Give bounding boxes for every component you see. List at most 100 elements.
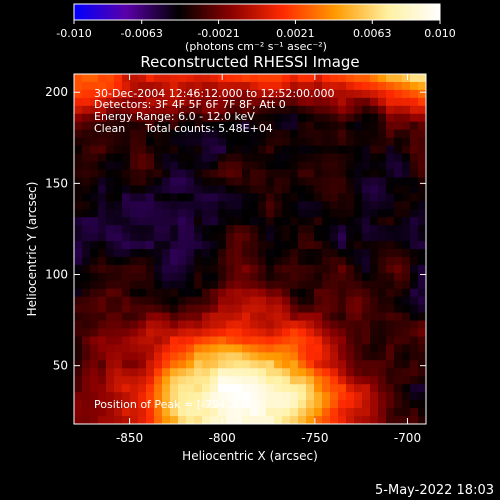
heatmap-cell	[178, 201, 187, 210]
heatmap-cell	[210, 368, 219, 377]
heatmap-cell	[202, 280, 211, 290]
heatmap-cell	[178, 400, 187, 409]
heatmap-cell	[242, 368, 251, 377]
heatmap-cell	[146, 304, 155, 314]
annotation-energy-range: Energy Range: 6.0 - 12.0 keV	[94, 110, 255, 123]
heatmap-cell	[290, 304, 299, 314]
heatmap-cell	[378, 288, 387, 298]
heatmap-cell	[386, 312, 395, 322]
heatmap-cell	[410, 153, 419, 163]
heatmap-cell	[74, 129, 83, 139]
heatmap-cell	[250, 225, 259, 234]
heatmap-cell	[154, 304, 163, 314]
heatmap-cell	[202, 161, 211, 171]
heatmap-cell	[354, 145, 363, 155]
heatmap-cell	[170, 225, 179, 234]
heatmap-cell	[154, 113, 163, 123]
heatmap-cell	[234, 392, 243, 401]
heatmap-cell	[130, 81, 139, 91]
heatmap-cell	[346, 344, 355, 353]
heatmap-cell	[314, 241, 323, 250]
heatmap-cell	[242, 280, 251, 290]
heatmap-cell	[122, 264, 131, 274]
heatmap-cell	[162, 344, 171, 353]
heatmap-cell	[354, 74, 363, 83]
heatmap-cell	[130, 129, 139, 139]
heatmap-cell	[402, 121, 411, 131]
heatmap-cell	[410, 249, 419, 258]
heatmap-cell	[74, 264, 83, 274]
heatmap-cell	[98, 201, 107, 210]
heatmap-cell	[186, 312, 195, 322]
heatmap-cell	[154, 74, 163, 83]
heatmap-cell	[90, 256, 99, 266]
heatmap-cell	[274, 81, 283, 91]
x-tick-label: -700	[394, 431, 421, 445]
heatmap-cell	[170, 81, 179, 91]
heatmap-cell	[226, 264, 235, 274]
heatmap-cell	[378, 129, 387, 139]
heatmap-cell	[170, 233, 179, 242]
heatmap-cell	[402, 360, 411, 369]
heatmap-cell	[274, 161, 283, 171]
heatmap-cell	[314, 376, 323, 385]
heatmap-cell	[258, 105, 267, 115]
heatmap-cell	[330, 312, 339, 322]
heatmap-cell	[194, 113, 203, 123]
heatmap-cell	[258, 145, 267, 155]
heatmap-cell	[130, 336, 139, 346]
heatmap-cell	[250, 249, 259, 258]
heatmap-cell	[154, 121, 163, 131]
heatmap-cell	[218, 225, 227, 234]
heatmap-cell	[162, 336, 171, 346]
heatmap-cell	[290, 129, 299, 139]
heatmap-cell	[170, 74, 179, 83]
heatmap-cell	[410, 264, 419, 274]
heatmap-cell	[386, 344, 395, 353]
heatmap-cell	[106, 105, 115, 115]
heatmap-cell	[218, 89, 227, 99]
heatmap-cell	[90, 121, 99, 131]
heatmap-cell	[378, 256, 387, 266]
heatmap-cell	[154, 145, 163, 155]
heatmap-cell	[170, 209, 179, 218]
heatmap-cell	[90, 400, 99, 409]
heatmap-cell	[210, 376, 219, 385]
heatmap-cell	[338, 288, 347, 298]
heatmap-cell	[266, 272, 275, 282]
heatmap-cell	[394, 97, 403, 107]
heatmap-cell	[114, 264, 123, 274]
heatmap-cell	[178, 225, 187, 234]
heatmap-cell	[74, 352, 83, 361]
heatmap-cell	[178, 89, 187, 99]
heatmap-cell	[362, 129, 371, 139]
heatmap-cell	[338, 280, 347, 290]
heatmap-cell	[282, 280, 291, 290]
heatmap-cell	[402, 368, 411, 377]
heatmap-cell	[298, 272, 307, 282]
heatmap-cell	[306, 161, 315, 171]
heatmap-cell	[234, 408, 243, 417]
heatmap-cell	[218, 392, 227, 401]
heatmap-cell	[290, 328, 299, 338]
heatmap-cell	[274, 89, 283, 99]
heatmap-cell	[234, 161, 243, 171]
heatmap-cell	[362, 360, 371, 369]
heatmap-cell	[98, 344, 107, 353]
heatmap-cell	[146, 400, 155, 409]
heatmap-cell	[154, 105, 163, 115]
heatmap-cell	[162, 368, 171, 377]
heatmap-cell	[258, 74, 267, 83]
heatmap-cell	[106, 89, 115, 99]
heatmap-cell	[162, 177, 171, 186]
heatmap-cell	[298, 376, 307, 385]
heatmap-cell	[346, 153, 355, 163]
heatmap-cell	[314, 113, 323, 123]
heatmap-cell	[210, 272, 219, 282]
heatmap-cell	[74, 392, 83, 401]
heatmap-cell	[338, 177, 347, 186]
heatmap-cell	[378, 137, 387, 147]
heatmap-cell	[346, 225, 355, 234]
heatmap-cell	[306, 225, 315, 234]
